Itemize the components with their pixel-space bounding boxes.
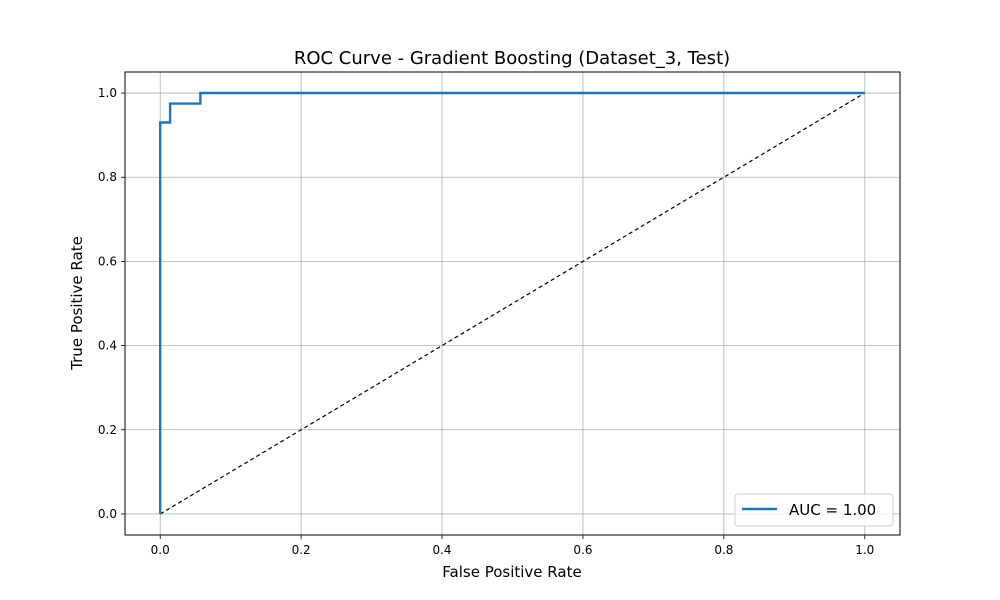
x-tick-label: 0.0 xyxy=(151,543,170,557)
chart-title: ROC Curve - Gradient Boosting (Dataset_3… xyxy=(294,48,730,69)
y-tick-label: 0.4 xyxy=(98,339,117,353)
y-tick-label: 1.0 xyxy=(98,86,117,100)
plot-frame xyxy=(124,71,901,536)
x-tick-label: 0.6 xyxy=(573,543,592,557)
x-tick-label: 0.8 xyxy=(714,543,733,557)
y-axis-label: True Positive Rate xyxy=(68,236,86,371)
chance-diagonal-line xyxy=(159,92,866,515)
legend-box xyxy=(734,493,894,527)
y-tick-label: 0.6 xyxy=(98,254,117,268)
x-tick-label: 0.4 xyxy=(432,543,451,557)
legend: AUC = 1.00 xyxy=(734,493,894,527)
series-lines xyxy=(158,91,866,515)
roc-curve-line xyxy=(158,91,865,514)
y-ticks: 0.0 0.2 0.4 0.6 0.8 1.0 xyxy=(98,86,125,521)
legend-label: AUC = 1.00 xyxy=(789,501,876,519)
x-tick-label: 0.2 xyxy=(292,543,311,557)
x-tick-label: 1.0 xyxy=(855,543,874,557)
x-axis-label: False Positive Rate xyxy=(442,563,581,581)
y-tick-label: 0.0 xyxy=(98,507,117,521)
y-tick-label: 0.2 xyxy=(98,423,117,437)
y-tick-label: 0.8 xyxy=(98,170,117,184)
x-ticks: 0.0 0.2 0.4 0.6 0.8 1.0 xyxy=(151,535,874,557)
